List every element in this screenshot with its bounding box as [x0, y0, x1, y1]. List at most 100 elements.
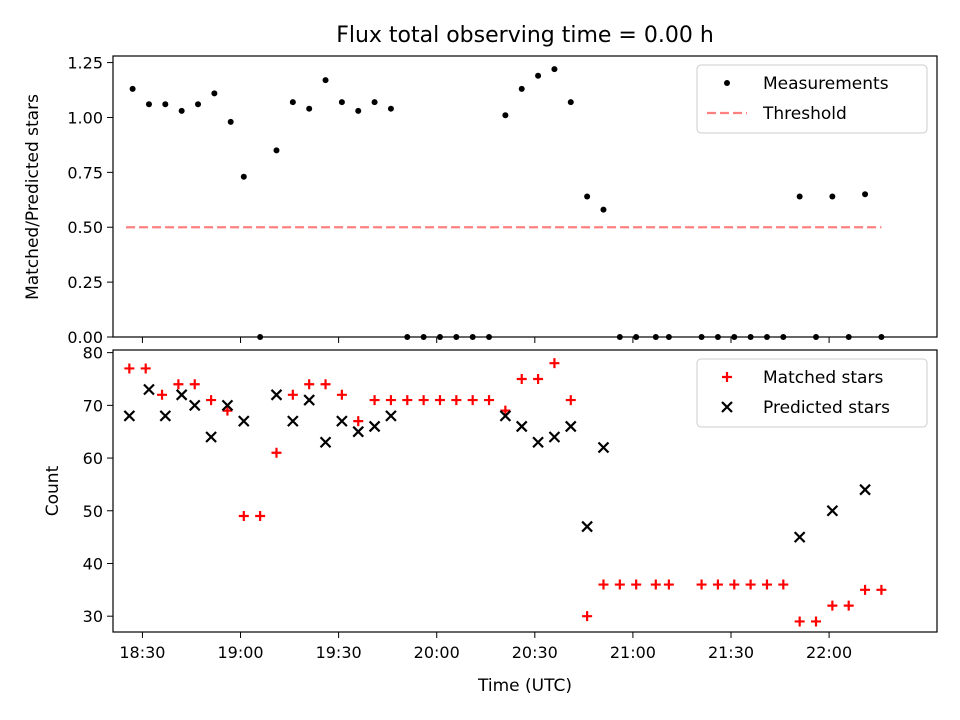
- predicted-stars-point: [175, 389, 188, 401]
- measurement-point: [162, 101, 169, 108]
- predicted-stars-point: [287, 415, 299, 427]
- matched-stars-point: [876, 584, 887, 595]
- top-series-layer: [126, 66, 885, 340]
- measurement-point: [289, 99, 296, 106]
- figure-title: Flux total observing time = 0.00 h: [336, 23, 714, 48]
- matched-stars-point: [271, 447, 282, 458]
- matched-stars-point: [467, 395, 478, 406]
- matched-stars-point: [451, 395, 462, 406]
- axes-ratio: 0.00 0.25 0.50 0.75 1.00 1.25 Matched/Predict…: [23, 54, 938, 347]
- measurement-point: [535, 72, 542, 79]
- matched-stars-point: [206, 395, 217, 406]
- matched-stars-point: [745, 579, 756, 590]
- matched-stars-point: [320, 379, 331, 390]
- measurement-point: [178, 107, 185, 114]
- measurement-point: [211, 90, 218, 97]
- x-tick-label: 20:00: [414, 643, 460, 662]
- matched-stars-point: [402, 395, 413, 406]
- predicted-stars-point: [336, 415, 348, 427]
- matched-stars-point: [484, 395, 495, 406]
- x-axis-label: Time (UTC): [477, 676, 572, 696]
- top-axes-frame: [112, 55, 938, 338]
- measurement-point: [355, 107, 362, 114]
- measurement-point: [584, 193, 591, 200]
- x-tick-label: 18:30: [119, 643, 165, 662]
- matched-stars-point: [238, 511, 249, 522]
- matched-stars-point: [353, 416, 364, 427]
- y-tick-label: 1.25: [67, 54, 103, 73]
- measurement-point: [227, 118, 234, 125]
- measurement-point: [796, 193, 803, 200]
- predicted-stars-point: [548, 431, 561, 443]
- axes-counts: 30 40 50 60 70 80 18:30 19:00 19:30 20:00 20:30 21:…: [43, 344, 938, 696]
- x-tick-label: 21:00: [610, 643, 656, 662]
- matched-stars-point: [696, 579, 707, 590]
- measurement-point: [862, 191, 869, 198]
- predicted-stars-point: [368, 420, 381, 433]
- matched-stars-point: [778, 579, 789, 590]
- matched-stars-point: [304, 379, 315, 390]
- matched-stars-point: [729, 579, 740, 590]
- measurement-point: [273, 147, 280, 154]
- y-tick-label: 0.25: [67, 273, 103, 292]
- x-tick-label: 22:00: [806, 643, 852, 662]
- predicted-stars-point: [385, 410, 397, 422]
- matched-stars-point: [173, 379, 184, 390]
- top-y-axis-label: Matched/Predicted stars: [23, 94, 43, 300]
- measurement-point: [518, 85, 525, 92]
- legend-measurement-handle: [724, 80, 730, 86]
- predicted-stars-point: [597, 441, 610, 454]
- predicted-stars-point: [581, 520, 593, 533]
- predicted-stars-point: [793, 531, 806, 543]
- predicted-stars-point: [826, 504, 839, 517]
- y-tick-label: 30: [83, 607, 103, 626]
- legend-label: Threshold: [762, 104, 847, 124]
- matched-stars-point: [500, 405, 511, 416]
- measurement-point: [240, 173, 247, 180]
- predicted-stars-point: [238, 415, 250, 427]
- matched-stars-point: [811, 616, 822, 627]
- measurement-point: [600, 206, 607, 213]
- measurement-point: [829, 193, 836, 200]
- legend-predicted-handle: [721, 401, 733, 413]
- matched-stars-point: [843, 600, 854, 611]
- predicted-stars-point: [499, 410, 512, 422]
- matched-stars-point: [860, 584, 871, 595]
- predicted-stars-point: [303, 394, 315, 406]
- legend-label: Predicted stars: [763, 398, 890, 418]
- legend-matched-handle: [722, 372, 732, 382]
- predicted-stars-point: [159, 410, 172, 422]
- legend-box: [696, 64, 928, 134]
- legend-label: Measurements: [763, 74, 889, 94]
- matched-stars-point: [222, 405, 233, 416]
- predicted-stars-point: [188, 399, 201, 412]
- y-tick-label: 80: [83, 344, 103, 363]
- measurement-point: [145, 101, 152, 108]
- bottom-y-axis-label: Count: [43, 465, 63, 516]
- x-tick-label: 19:30: [316, 643, 362, 662]
- measurement-point: [338, 99, 345, 106]
- matched-stars-point: [712, 579, 723, 590]
- top-legend: Measurements Threshold: [696, 64, 928, 134]
- matched-stars-point: [827, 600, 838, 611]
- matched-stars-point: [598, 579, 609, 590]
- bottom-legend: Matched stars Predicted stars: [696, 358, 928, 428]
- matched-stars-point: [434, 395, 445, 406]
- matched-stars-point: [565, 395, 576, 406]
- measurement-point: [502, 112, 509, 119]
- matched-stars-point: [533, 373, 544, 384]
- measurement-point: [387, 105, 394, 112]
- measurement-point: [306, 105, 313, 112]
- legend-label: Matched stars: [763, 368, 883, 388]
- matched-stars-point: [650, 579, 661, 590]
- predicted-stars-point: [143, 383, 155, 396]
- predicted-stars-point: [270, 389, 283, 401]
- matched-stars-point: [614, 579, 625, 590]
- measurement-point: [567, 99, 574, 106]
- matched-stars-point: [157, 389, 168, 400]
- y-tick-label: 0.75: [67, 163, 103, 182]
- top-ticks: 0.00 0.25 0.50 0.75 1.00 1.25: [67, 54, 830, 347]
- matched-stars-point: [255, 511, 266, 522]
- y-tick-label: 40: [83, 554, 103, 573]
- matched-stars-point: [631, 579, 642, 590]
